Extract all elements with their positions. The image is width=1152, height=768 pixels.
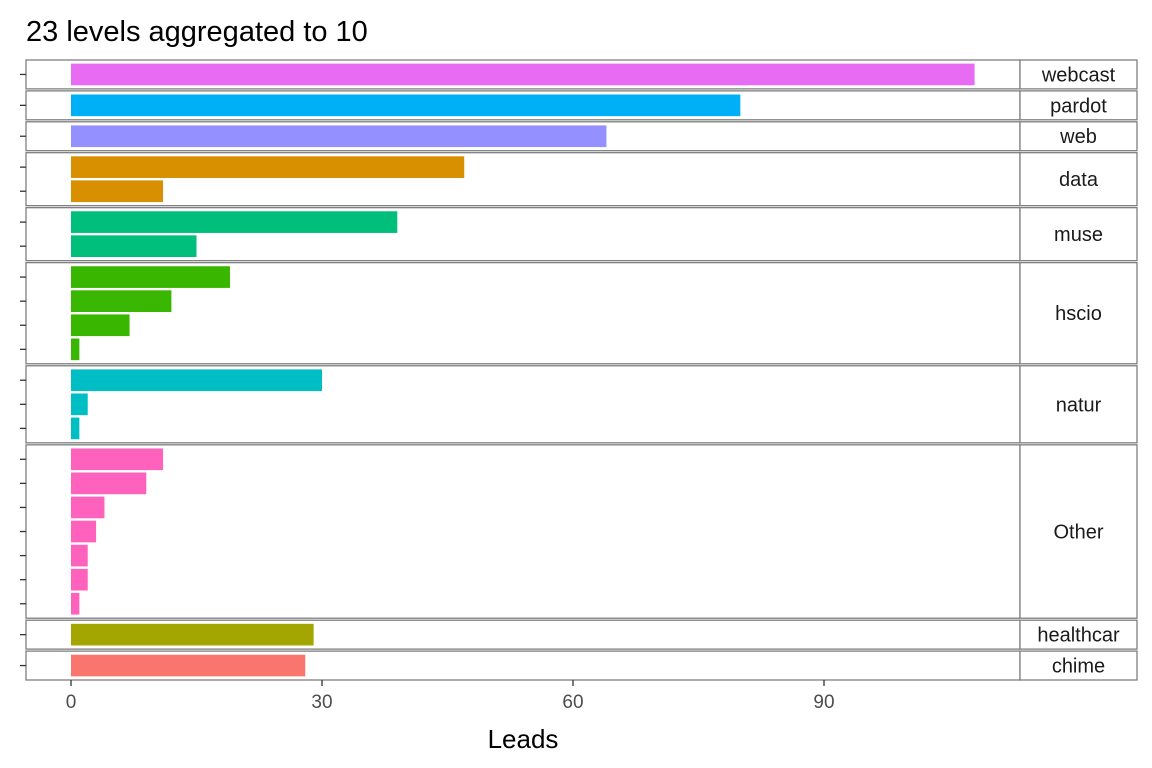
bar	[71, 472, 147, 495]
strip-label-other: Other	[1053, 522, 1103, 544]
bar	[71, 338, 80, 361]
strip-box	[1019, 650, 1138, 681]
bar	[71, 156, 465, 178]
strip-label-hscio: hscio	[1055, 303, 1102, 325]
facet-natur: natur	[20, 365, 1138, 444]
x-tick-label: 90	[813, 692, 834, 713]
x-tick-label: 30	[311, 692, 332, 713]
x-tick-label: 60	[562, 692, 583, 713]
facet-other: Other	[20, 444, 1138, 619]
bar	[71, 94, 741, 117]
facet-data: data	[20, 152, 1138, 207]
bar	[71, 654, 306, 677]
strip-label-chime: chime	[1052, 656, 1105, 678]
strip-label-natur: natur	[1056, 394, 1102, 416]
panel-border	[25, 444, 1021, 619]
x-axis-label: Leads	[488, 724, 559, 754]
facet-webcast: webcast	[20, 59, 1138, 90]
strip-box	[1019, 261, 1138, 365]
bar	[71, 448, 164, 471]
bar	[71, 496, 105, 519]
x-tick-label: 0	[66, 692, 77, 713]
strip-label-muse: muse	[1054, 224, 1103, 246]
bar	[71, 211, 398, 233]
chart-title: 23 levels aggregated to 10	[26, 16, 368, 48]
facet-muse: muse	[20, 207, 1138, 262]
bar	[71, 314, 130, 337]
strip-box	[1019, 90, 1138, 121]
bar	[71, 520, 97, 543]
strip-label-pardot: pardot	[1050, 95, 1107, 117]
bar	[71, 623, 314, 646]
strip-box	[1019, 619, 1138, 650]
facet-panels: webcast pardot web data muse hscio natur Other h…	[20, 59, 1138, 681]
strip-label-web: web	[1059, 126, 1097, 148]
strip-label-webcast: webcast	[1041, 64, 1116, 86]
bar	[71, 125, 607, 148]
strip-label-healthcar: healthcar	[1037, 625, 1120, 647]
bar	[71, 568, 88, 591]
facet-chime: chime	[20, 650, 1138, 681]
x-axis: 0 30 60 90	[66, 680, 835, 713]
bar	[71, 592, 80, 615]
strip-box	[1019, 207, 1138, 262]
strip-label-data: data	[1059, 169, 1099, 191]
facet-web: web	[20, 121, 1138, 152]
facet-hscio: hscio	[20, 261, 1138, 365]
strip-box	[1019, 152, 1138, 207]
bar	[71, 63, 975, 86]
facet-healthcar: healthcar	[20, 619, 1138, 650]
bar	[71, 235, 197, 258]
bar	[71, 393, 88, 416]
strip-box	[1019, 59, 1138, 90]
bar	[71, 290, 172, 313]
bar	[71, 180, 164, 203]
strip-box	[1019, 365, 1138, 444]
bar	[71, 369, 322, 392]
strip-box	[1019, 444, 1138, 619]
bar	[71, 417, 80, 440]
bar	[71, 544, 88, 567]
facet-pardot: pardot	[20, 90, 1138, 121]
strip-box	[1019, 121, 1138, 152]
bar	[71, 266, 230, 288]
